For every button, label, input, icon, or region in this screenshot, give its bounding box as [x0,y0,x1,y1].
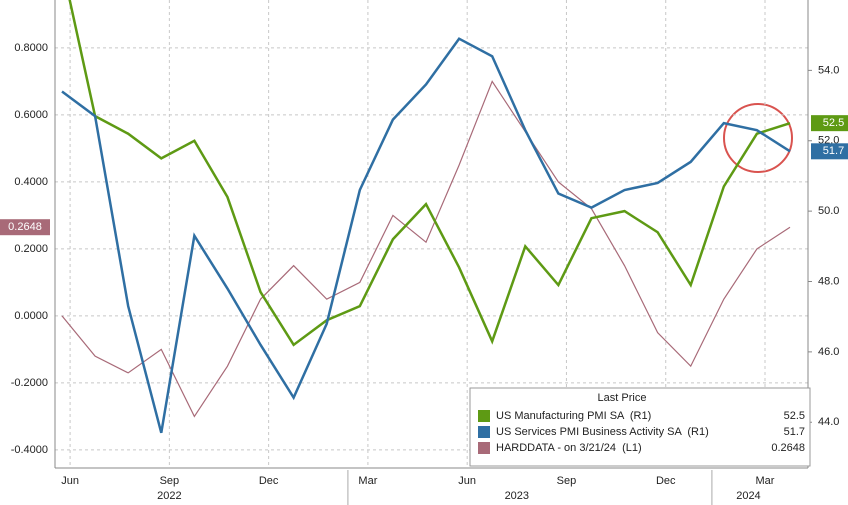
series-line [61,37,791,434]
x-tick-label: Sep [160,475,180,487]
y-tick-label: 0.4000 [14,176,48,188]
y2-tick-label: 50.0 [818,205,839,217]
series-line [68,0,791,347]
y2-tick-label: 54.0 [818,64,839,76]
legend-title: Last Price [598,392,647,404]
x-tick-label: Jun [61,475,79,487]
legend-value: 51.7 [784,426,805,438]
year-label: 2023 [505,490,529,502]
legend-label: HARDDATA - on 3/21/24 (L1) [496,442,642,454]
legend-box [469,387,811,467]
legend-label: US Services PMI Business Activity SA (R1… [496,426,709,438]
y-tick-label: 0.8000 [14,42,48,54]
legend-swatch [478,410,490,422]
y-tick-label: 0.2000 [14,243,48,255]
x-tick-label: Dec [656,475,676,487]
y2-tick-label: 46.0 [818,346,839,358]
last-value-box [811,115,848,132]
legend-label: US Manufacturing PMI SA (R1) [496,410,651,422]
x-tick-label: Mar [358,475,377,487]
year-label: 2022 [157,490,181,502]
y-tick-label: -0.4000 [11,444,48,456]
last-value-box [811,143,848,160]
last-value-label: 0.2648 [8,221,42,233]
highlight-circle [723,103,793,173]
last-value-box [0,219,50,236]
last-value-label: 51.7 [823,145,844,157]
year-label: 2024 [736,490,760,502]
x-tick-label: Sep [557,475,577,487]
y-tick-label: 0.0000 [14,310,48,322]
y2-tick-label: 48.0 [818,275,839,287]
last-value-label: 52.5 [823,117,844,129]
legend-swatch [478,442,490,454]
y2-tick-label: 44.0 [818,416,839,428]
x-tick-label: Jun [458,475,476,487]
y-tick-label: 0.6000 [14,109,48,121]
legend-value: 0.2648 [771,442,805,454]
series-line [61,80,791,418]
x-tick-label: Mar [756,475,775,487]
legend-swatch [478,426,490,438]
legend-value: 52.5 [784,410,805,422]
y-tick-label: -0.2000 [11,377,48,389]
x-tick-label: Dec [259,475,279,487]
